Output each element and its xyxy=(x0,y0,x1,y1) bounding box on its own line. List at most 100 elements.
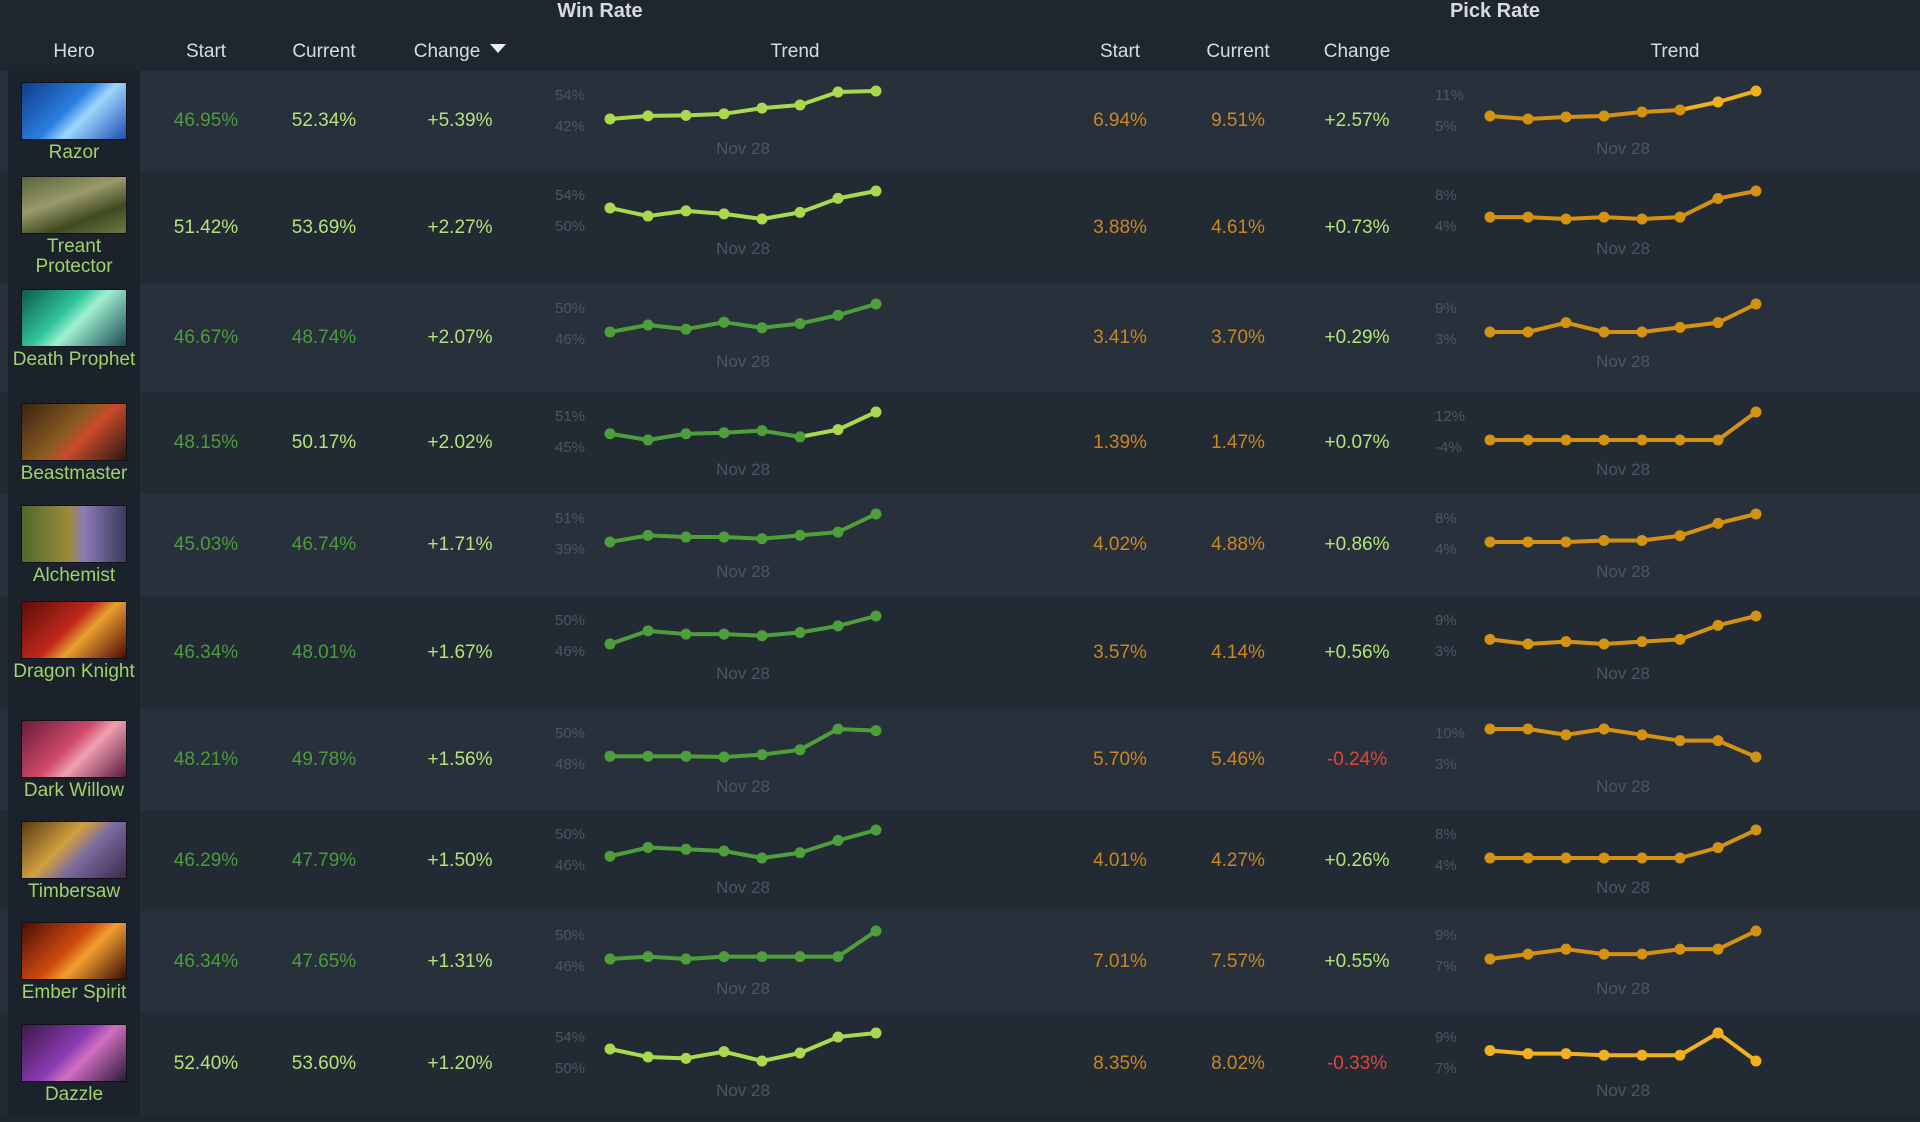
wr-trend-point[interactable] xyxy=(718,427,730,439)
pr-trend-point[interactable] xyxy=(1484,1045,1496,1056)
wr-start-column-header[interactable]: Start xyxy=(185,41,227,62)
wr-trend-point[interactable] xyxy=(756,322,768,334)
pr-trend-point[interactable] xyxy=(1712,619,1724,631)
wr-trend-point[interactable] xyxy=(870,610,882,622)
pr-trend-point[interactable] xyxy=(1598,326,1610,338)
wr-trend-point[interactable] xyxy=(680,628,692,640)
wr-trend-point[interactable] xyxy=(680,323,692,335)
ember-spirit-portrait[interactable] xyxy=(21,922,127,980)
wr-trend-point[interactable] xyxy=(794,99,806,111)
wr-trend-point[interactable] xyxy=(718,108,730,120)
wr-trend-point[interactable] xyxy=(642,210,654,222)
pr-trend-point[interactable] xyxy=(1484,953,1496,965)
pr-trend-point[interactable] xyxy=(1560,636,1572,648)
table-row[interactable]: Dark Willow 48.21% 49.78% +1.56% 5.70% 5.46% -… xyxy=(0,709,1920,810)
pr-trend-point[interactable] xyxy=(1484,723,1496,735)
death-prophet-portrait[interactable] xyxy=(21,289,127,347)
table-row[interactable]: Timbersaw 46.29% 47.79% +1.50% 4.01% 4.27% +0.… xyxy=(0,810,1920,911)
pr-trend-point[interactable] xyxy=(1712,842,1724,854)
pr-trend-point[interactable] xyxy=(1636,636,1648,648)
pr-trend-chart[interactable]: 9% 3% Nov 28 xyxy=(880,284,1762,392)
pr-trend-point[interactable] xyxy=(1598,1049,1610,1061)
wr-trend-point[interactable] xyxy=(604,750,616,762)
wr-trend-point[interactable] xyxy=(832,835,844,846)
pr-trend-point[interactable] xyxy=(1674,434,1686,446)
wr-trend-point[interactable] xyxy=(680,750,692,762)
pr-trend-point[interactable] xyxy=(1484,110,1496,122)
timbersaw-portrait[interactable] xyxy=(21,821,127,879)
pr-trend-point[interactable] xyxy=(1674,852,1686,864)
table-row[interactable]: Dragon Knight 46.34% 48.01% +1.67% 3.57% 4.14… xyxy=(0,596,1920,709)
wr-trend-column-header[interactable]: Trend xyxy=(770,41,820,62)
hero-column-header[interactable]: Hero xyxy=(53,41,95,62)
wr-trend-point[interactable] xyxy=(604,1043,616,1055)
hero-name[interactable]: Dragon Knight xyxy=(13,661,135,682)
hero-name[interactable]: Timbersaw xyxy=(27,881,121,902)
pr-current-column-header[interactable]: Current xyxy=(1206,41,1270,62)
pr-trend-point[interactable] xyxy=(1598,638,1610,650)
wr-trend-point[interactable] xyxy=(794,744,806,756)
wr-trend-chart[interactable]: 54% 50% Nov 28 xyxy=(0,1013,882,1114)
pr-trend-chart[interactable]: 8% 4% Nov 28 xyxy=(880,810,1762,911)
table-row[interactable]: Death Prophet 46.67% 48.74% +2.07% 3.41% 3.70… xyxy=(0,284,1920,392)
wr-trend-point[interactable] xyxy=(832,424,844,436)
wr-trend-chart[interactable]: 50% 46% Nov 28 xyxy=(0,596,882,709)
pr-trend-point[interactable] xyxy=(1674,633,1686,645)
wr-trend-point[interactable] xyxy=(756,533,768,545)
wr-trend-chart[interactable]: 50% 46% Nov 28 xyxy=(0,810,882,911)
wr-trend-point[interactable] xyxy=(832,723,844,735)
pr-trend-point[interactable] xyxy=(1712,735,1724,747)
pr-trend-point[interactable] xyxy=(1636,434,1648,446)
hero-name[interactable]: Dark Willow xyxy=(23,780,125,801)
pr-change-column-header[interactable]: Change xyxy=(1323,41,1391,62)
wr-trend-point[interactable] xyxy=(680,1052,692,1064)
pr-trend-point[interactable] xyxy=(1750,1055,1762,1067)
pr-trend-point[interactable] xyxy=(1522,536,1534,548)
hero-cell[interactable]: Razor xyxy=(8,71,140,171)
wr-trend-point[interactable] xyxy=(794,847,806,859)
pr-trend-point[interactable] xyxy=(1674,735,1686,747)
pr-trend-point[interactable] xyxy=(1674,943,1686,955)
pr-trend-chart[interactable]: 8% 4% Nov 28 xyxy=(880,171,1762,284)
pr-trend-point[interactable] xyxy=(1598,110,1610,122)
pr-trend-point[interactable] xyxy=(1598,948,1610,960)
wr-trend-chart[interactable]: 50% 48% Nov 28 xyxy=(0,709,882,810)
wr-trend-point[interactable] xyxy=(870,85,882,97)
hero-cell[interactable]: Ember Spirit xyxy=(8,911,140,1013)
pr-trend-point[interactable] xyxy=(1636,729,1648,741)
wr-trend-point[interactable] xyxy=(794,529,806,541)
hero-cell[interactable]: Treant Protector xyxy=(8,171,140,284)
pr-trend-point[interactable] xyxy=(1674,321,1686,333)
wr-trend-chart[interactable]: 54% 42% Nov 28 xyxy=(0,71,882,171)
razor-portrait[interactable] xyxy=(21,82,127,140)
hero-name[interactable]: Death Prophet xyxy=(12,349,136,370)
hero-cell[interactable]: Beastmaster xyxy=(8,392,140,494)
wr-trend-point[interactable] xyxy=(604,850,616,862)
wr-trend-point[interactable] xyxy=(604,202,616,214)
pr-trend-point[interactable] xyxy=(1674,211,1686,223)
wr-trend-point[interactable] xyxy=(794,951,806,963)
alchemist-portrait[interactable] xyxy=(21,505,127,563)
wr-trend-point[interactable] xyxy=(756,951,768,963)
table-row[interactable]: Treant Protector 51.42% 53.69% +2.27% 3.88% 4… xyxy=(0,171,1920,284)
pr-trend-point[interactable] xyxy=(1750,406,1762,418)
wr-trend-point[interactable] xyxy=(756,630,768,642)
hero-name[interactable]: Ember Spirit xyxy=(21,982,127,1003)
dark-willow-portrait[interactable] xyxy=(21,720,127,778)
wr-trend-point[interactable] xyxy=(870,508,882,520)
wr-trend-point[interactable] xyxy=(756,1055,768,1067)
pr-trend-point[interactable] xyxy=(1522,948,1534,960)
table-row[interactable]: Alchemist 45.03% 46.74% +1.71% 4.02% 4.88% +0.… xyxy=(0,494,1920,596)
dragon-knight-portrait[interactable] xyxy=(21,601,127,659)
hero-cell[interactable]: Dragon Knight xyxy=(8,596,140,709)
wr-trend-point[interactable] xyxy=(718,628,730,640)
table-row[interactable]: Beastmaster 48.15% 50.17% +2.02% 1.39% 1.47% +… xyxy=(0,392,1920,494)
wr-trend-point[interactable] xyxy=(870,824,882,836)
wr-trend-point[interactable] xyxy=(604,953,616,965)
beastmaster-portrait[interactable] xyxy=(21,403,127,461)
wr-trend-point[interactable] xyxy=(642,951,654,963)
pr-trend-point[interactable] xyxy=(1750,824,1762,836)
pr-trend-point[interactable] xyxy=(1484,326,1496,338)
pr-trend-point[interactable] xyxy=(1674,1049,1686,1061)
pr-trend-point[interactable] xyxy=(1750,185,1762,197)
